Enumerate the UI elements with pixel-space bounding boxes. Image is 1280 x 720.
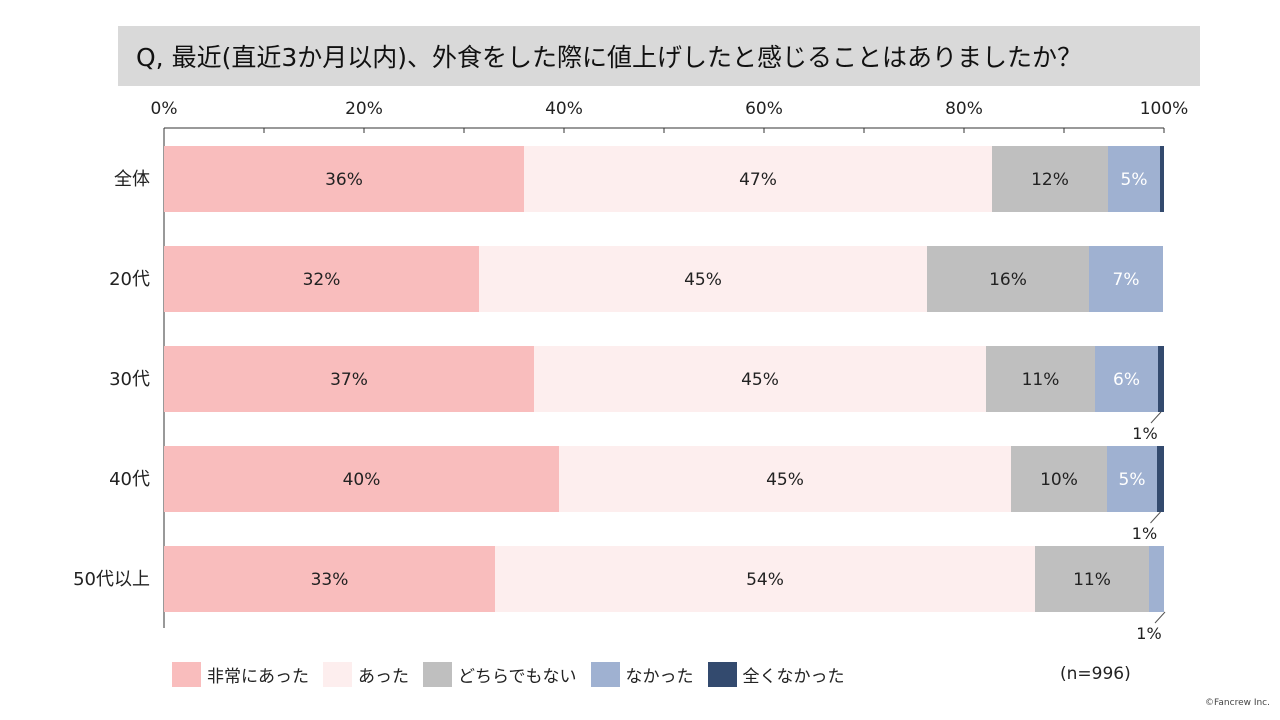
bar-segment [559,446,1011,512]
bar-segment [992,146,1108,212]
data-label: 40% [343,470,381,490]
data-label: 11% [1022,370,1060,390]
data-label: 10% [1040,470,1078,490]
data-label: 6% [1113,370,1140,390]
data-label: 36% [325,170,363,190]
legend-item: 非常にあった [172,662,309,687]
bar-segment [1089,246,1163,312]
legend-item: 全くなかった [707,662,845,687]
data-label: 11% [1073,570,1111,590]
data-label: 7% [1113,270,1140,290]
legend-item: なかった [590,662,694,687]
legend-label: どちらでもない [458,667,577,687]
category-label: 20代 [109,269,150,290]
legend-swatch [590,662,620,687]
category-label: 50代以上 [73,569,150,590]
callout-line [1154,611,1166,624]
bar-segment [479,246,927,312]
data-label: 47% [739,170,777,190]
x-tick-label: 20% [345,99,383,119]
data-label: 45% [741,370,779,390]
bar-segment [534,346,986,412]
credit-label: ©Fancrew Inc. [1205,698,1270,708]
bar-segment [1157,446,1164,512]
data-label: 33% [311,570,349,590]
bar-segment [1108,146,1160,212]
data-label: 1% [1132,424,1157,443]
legend-label: あった [358,667,409,687]
x-tick-label: 100% [1140,99,1189,119]
x-tick-label: 80% [945,99,983,119]
data-label: 37% [330,370,368,390]
data-label: 1% [1132,524,1157,543]
bar-segment [164,346,534,412]
x-tick-label: 40% [545,99,583,119]
data-label: 1% [1136,624,1161,643]
data-label: 54% [746,570,784,590]
sample-size-label: (n=996) [1060,664,1131,684]
chart-title-box: Q, 最近(直近3か月以内)、外食をした際に値上げしたと感じることはありましたか… [118,26,1200,86]
chart-title: Q, 最近(直近3か月以内)、外食をした際に値上げしたと感じることはありましたか… [136,43,1082,72]
category-label: 30代 [109,369,150,390]
legend-swatch [323,662,352,687]
bar-segment [524,146,992,212]
x-tick-label: 0% [151,99,178,119]
x-tick-label: 60% [745,99,783,119]
callout-line [1150,511,1161,524]
category-label: 全体 [114,169,150,190]
legend-label: 非常にあった [207,667,309,687]
legend-swatch [707,662,737,687]
legend: 非常にあった あった どちらでもない なかった 全くなかった [172,662,859,687]
data-label: 45% [766,470,804,490]
category-label: 40代 [109,469,150,490]
callout-line [1150,411,1162,424]
data-label: 12% [1031,170,1069,190]
legend-label: なかった [625,667,694,687]
bar-segment [1107,446,1157,512]
bar-segment [164,446,559,512]
bar-segment [986,346,1095,412]
bar-segment [164,246,479,312]
data-label: 45% [684,270,722,290]
bar-segment [927,246,1089,312]
bar-segment [1160,146,1164,212]
legend-swatch [172,662,201,687]
legend-swatch [423,662,452,687]
legend-label: 全くなかった [742,667,845,687]
bar-segment [1158,346,1164,412]
bar-segment [1011,446,1107,512]
bar-segment [495,546,1035,612]
data-label: 32% [303,270,341,290]
bar-segment [1035,546,1149,612]
bar-segment [1095,346,1158,412]
bar-segment [164,146,524,212]
bar-segment [1149,546,1164,612]
legend-item: あった [323,662,409,687]
legend-item: どちらでもない [423,662,577,687]
data-label: 5% [1121,170,1148,190]
data-label: 5% [1119,470,1146,490]
data-label: 16% [989,270,1027,290]
bar-segment [164,546,495,612]
